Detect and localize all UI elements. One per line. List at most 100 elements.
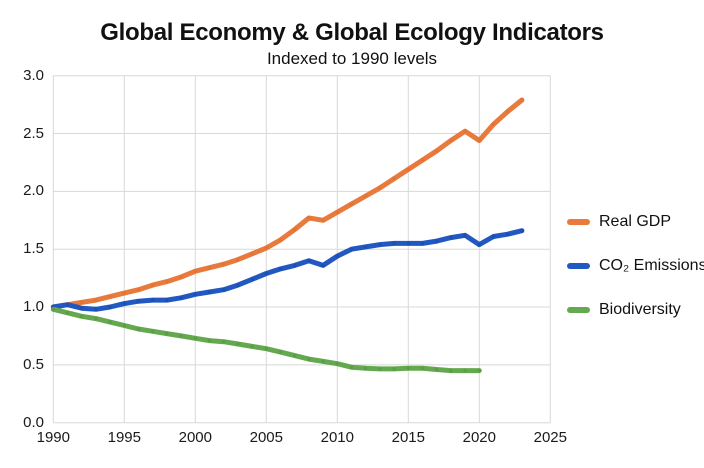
data-point-marker (449, 368, 453, 373)
data-point-marker (80, 306, 84, 310)
y-tick-label: 1.0 (23, 298, 44, 316)
data-point-marker (165, 331, 169, 336)
data-point-marker (136, 299, 141, 303)
data-point-marker (321, 218, 325, 222)
x-tick-label: 2025 (533, 429, 567, 446)
data-point-marker (477, 242, 481, 247)
data-point-marker (406, 167, 410, 172)
data-point-marker (80, 300, 84, 305)
data-point-marker (236, 283, 240, 287)
data-point-marker (65, 303, 70, 307)
legend-item-co-emissions: CO₂ Emissions (567, 244, 704, 288)
legend-label-co-emissions: CO₂ Emissions (599, 257, 704, 274)
data-point-marker (236, 257, 240, 262)
data-point-marker (435, 367, 439, 372)
data-point-marker (378, 186, 382, 190)
data-point-marker (293, 353, 297, 358)
data-point-marker (335, 254, 339, 258)
data-point-marker (94, 307, 98, 311)
data-point-marker (122, 291, 127, 295)
legend-item-real-gdp: Real GDP (567, 200, 704, 244)
data-point-marker (364, 245, 368, 249)
data-point-marker (94, 298, 98, 302)
data-point-marker (321, 359, 325, 364)
data-point-marker (108, 320, 112, 324)
data-point-marker (222, 288, 226, 292)
data-point-marker (250, 277, 254, 281)
data-point-marker (108, 294, 112, 299)
data-point-marker (349, 202, 354, 206)
data-point-marker (520, 229, 524, 233)
x-tick-label: 2010 (320, 429, 354, 446)
data-point-marker (463, 129, 467, 133)
data-point-marker (136, 327, 141, 331)
data-point-marker (207, 290, 212, 294)
x-tick-label: 2020 (462, 429, 496, 446)
data-point-marker (463, 233, 467, 237)
data-point-marker (420, 158, 425, 162)
data-point-marker (207, 338, 212, 343)
data-point-marker (335, 210, 339, 214)
chart-subtitle: Indexed to 1990 levels (266, 49, 438, 68)
data-point-marker (179, 275, 183, 279)
data-point-marker (506, 232, 510, 236)
data-point-marker (222, 262, 226, 266)
legend: Real GDP CO₂ Emissions Biodiversity (567, 200, 704, 332)
data-point-marker (151, 283, 155, 287)
data-point-marker (151, 298, 155, 302)
data-point-marker (449, 138, 453, 143)
chart-title: Global Economy & Global Ecology Indicato… (100, 19, 604, 46)
y-tick-label: 2.0 (23, 182, 44, 200)
data-point-marker (335, 362, 339, 366)
data-point-marker (165, 279, 169, 284)
data-point-marker (364, 366, 368, 370)
data-point-marker (420, 241, 425, 246)
y-tick-label: 2.5 (23, 124, 44, 142)
data-point-marker (278, 267, 283, 271)
biodiversity-swatch-icon (567, 307, 590, 313)
legend-label-biodiversity: Biodiversity (599, 301, 681, 318)
co-emissions-swatch-icon (567, 263, 590, 269)
data-point-marker (477, 368, 481, 373)
data-point-marker (65, 311, 70, 315)
data-point-marker (307, 357, 311, 361)
data-point-marker (491, 234, 496, 239)
data-point-marker (392, 241, 396, 246)
data-point-marker (207, 266, 212, 270)
data-point-marker (293, 227, 297, 232)
data-point-marker (122, 301, 127, 306)
data-point-marker (250, 344, 254, 349)
data-point-marker (420, 366, 425, 370)
data-point-marker (236, 342, 240, 346)
data-point-marker (264, 347, 268, 351)
real-gdp-swatch-icon (567, 219, 590, 225)
data-point-marker (108, 305, 112, 309)
data-point-marker (378, 242, 382, 247)
legend-item-biodiversity: Biodiversity (567, 288, 704, 332)
data-point-marker (321, 263, 325, 268)
data-point-marker (165, 298, 169, 302)
data-point-marker (307, 216, 311, 220)
series-line-co-emissions (50, 228, 525, 312)
x-tick-label: 2015 (391, 429, 425, 446)
data-point-marker (364, 194, 368, 198)
data-point-marker (193, 336, 197, 340)
data-point-marker (491, 122, 496, 127)
data-point-marker (179, 296, 183, 300)
data-point-marker (520, 98, 524, 102)
data-point-marker (463, 368, 467, 373)
data-point-marker (264, 271, 268, 276)
data-point-marker (136, 288, 141, 292)
data-point-marker (435, 149, 439, 153)
data-point-marker (349, 247, 354, 251)
data-point-marker (151, 329, 155, 333)
data-point-marker (349, 365, 354, 369)
data-point-marker (392, 176, 396, 181)
data-point-marker (179, 334, 183, 338)
data-point-marker (94, 316, 98, 321)
data-point-marker (392, 367, 396, 371)
data-point-marker (477, 138, 481, 143)
data-point-marker (449, 235, 453, 240)
data-point-marker (406, 241, 410, 246)
